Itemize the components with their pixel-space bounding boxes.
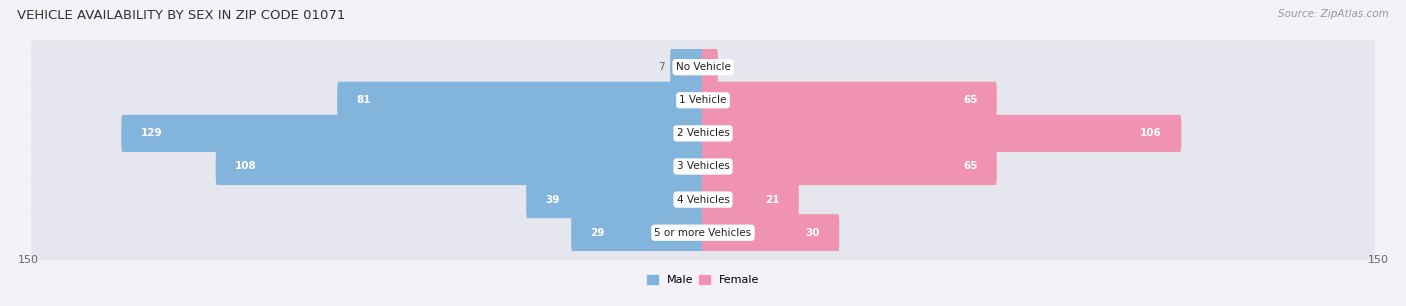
Bar	[703, 224, 756, 241]
Text: VEHICLE AVAILABILITY BY SEX IN ZIP CODE 01071: VEHICLE AVAILABILITY BY SEX IN ZIP CODE …	[17, 9, 346, 22]
FancyBboxPatch shape	[702, 49, 718, 86]
FancyBboxPatch shape	[702, 115, 1181, 152]
Text: 108: 108	[235, 162, 257, 171]
Text: 2 Vehicles: 2 Vehicles	[676, 129, 730, 138]
FancyBboxPatch shape	[702, 214, 839, 251]
Bar	[703, 125, 894, 142]
FancyBboxPatch shape	[571, 214, 704, 251]
Bar	[703, 158, 820, 175]
FancyBboxPatch shape	[31, 73, 1375, 128]
Bar	[557, 92, 703, 109]
Text: 129: 129	[141, 129, 162, 138]
Text: Source: ZipAtlas.com: Source: ZipAtlas.com	[1278, 9, 1389, 19]
Bar	[509, 158, 703, 175]
Text: 5 or more Vehicles: 5 or more Vehicles	[654, 228, 752, 238]
Text: 39: 39	[546, 195, 560, 205]
FancyBboxPatch shape	[121, 115, 704, 152]
Text: 65: 65	[963, 95, 977, 105]
Legend: Male, Female: Male, Female	[643, 271, 763, 290]
FancyBboxPatch shape	[671, 49, 704, 86]
FancyBboxPatch shape	[31, 172, 1375, 227]
FancyBboxPatch shape	[31, 205, 1375, 260]
Bar	[703, 92, 820, 109]
FancyBboxPatch shape	[31, 139, 1375, 194]
FancyBboxPatch shape	[31, 40, 1375, 95]
FancyBboxPatch shape	[337, 82, 704, 119]
Text: 65: 65	[963, 162, 977, 171]
Text: 3: 3	[723, 62, 730, 72]
Bar	[633, 191, 703, 208]
Text: 81: 81	[357, 95, 371, 105]
Bar	[690, 58, 703, 76]
Bar	[471, 125, 703, 142]
Bar	[651, 224, 703, 241]
Text: No Vehicle: No Vehicle	[675, 62, 731, 72]
Text: 29: 29	[591, 228, 605, 238]
Bar	[703, 191, 741, 208]
Text: 21: 21	[765, 195, 779, 205]
FancyBboxPatch shape	[702, 181, 799, 218]
FancyBboxPatch shape	[31, 106, 1375, 161]
Text: 3 Vehicles: 3 Vehicles	[676, 162, 730, 171]
FancyBboxPatch shape	[215, 148, 704, 185]
Text: 7: 7	[658, 62, 665, 72]
Text: 106: 106	[1140, 129, 1161, 138]
FancyBboxPatch shape	[702, 82, 997, 119]
Bar	[703, 58, 709, 76]
FancyBboxPatch shape	[526, 181, 704, 218]
FancyBboxPatch shape	[702, 148, 997, 185]
Text: 30: 30	[806, 228, 820, 238]
Text: 1 Vehicle: 1 Vehicle	[679, 95, 727, 105]
Text: 4 Vehicles: 4 Vehicles	[676, 195, 730, 205]
